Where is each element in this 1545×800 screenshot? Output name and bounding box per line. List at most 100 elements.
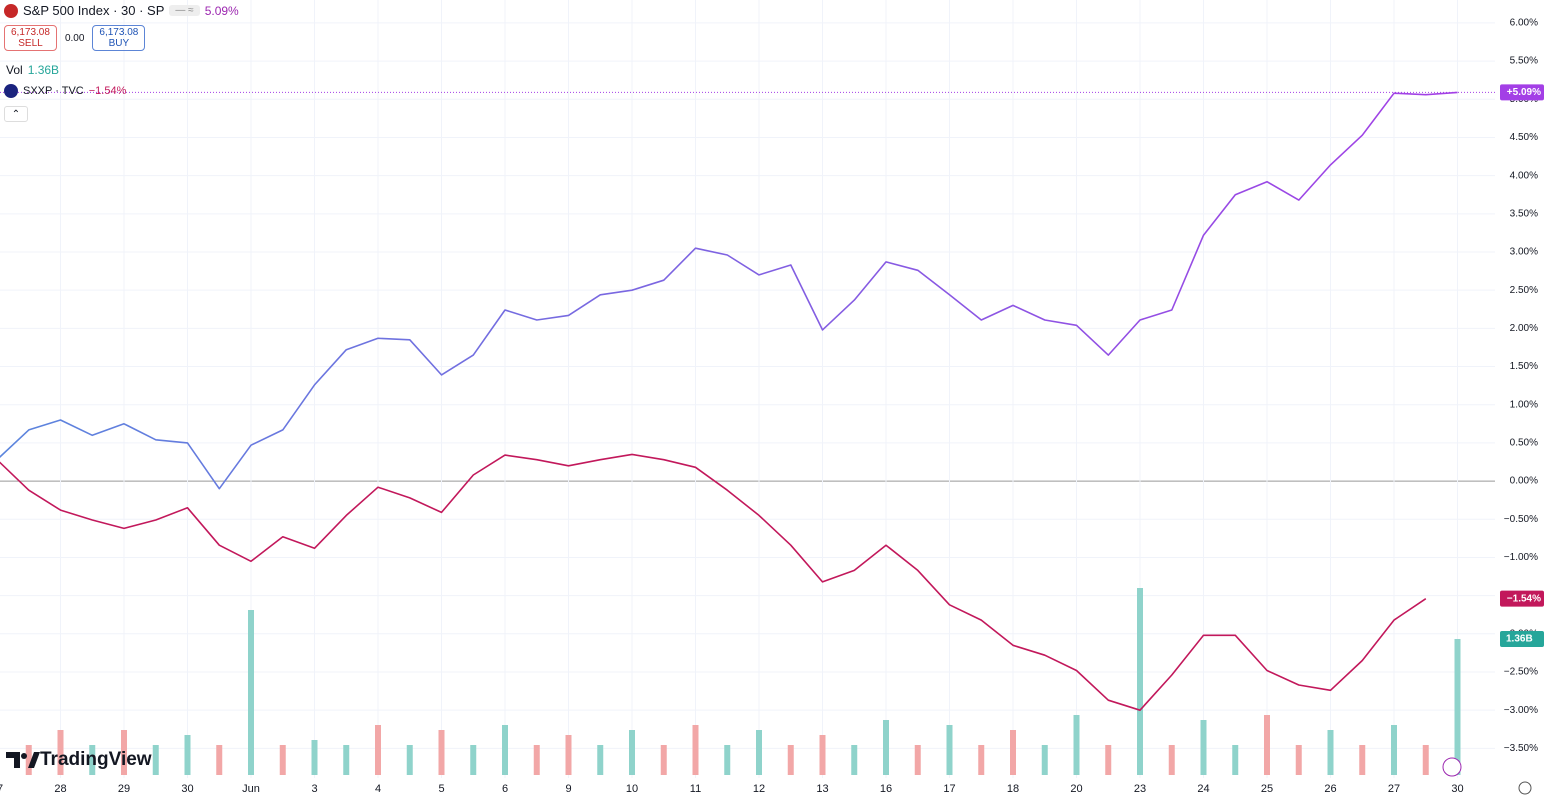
volume-bar <box>1105 745 1112 775</box>
volume-bar <box>692 725 699 775</box>
volume-bar <box>279 745 286 775</box>
x-tick-label: 6 <box>502 783 508 795</box>
x-tick-label: 10 <box>626 783 638 795</box>
symbol-icon <box>4 3 18 18</box>
button[interactable] <box>1442 757 1462 777</box>
volume-tag <box>1500 631 1544 647</box>
x-tick-label: 27 <box>0 783 3 795</box>
volume-bar <box>1168 745 1175 775</box>
volume-bar <box>216 745 223 775</box>
price-tag-label: −1.54% <box>1507 593 1541 604</box>
price-tag <box>1500 84 1544 101</box>
x-tick-label: 11 <box>690 783 701 795</box>
volume-bar <box>406 745 413 775</box>
y-tick-label: 5.50% <box>1510 56 1538 67</box>
x-tick-label: 9 <box>565 783 571 795</box>
sell-button[interactable]: 6,173.08 SELL <box>4 25 57 51</box>
volume-bar <box>343 745 350 775</box>
volume-bar <box>1041 745 1048 775</box>
volume-bar <box>1422 745 1429 775</box>
volume-bar <box>1200 720 1207 775</box>
y-tick-label: 2.50% <box>1510 285 1538 296</box>
volume-bar <box>787 745 794 775</box>
legend-name: S&P 500 Index · 30 · SP <box>23 3 165 18</box>
legend-row: S&P 500 Index · 30 · SP — ≈ 5.09% <box>4 3 239 18</box>
volume-bar <box>1232 745 1239 775</box>
volume-bar <box>819 735 826 775</box>
volume-bar <box>57 730 64 775</box>
y-tick-label: 4.00% <box>1510 170 1538 181</box>
legend-change: 5.09% <box>204 3 239 18</box>
x-tick-label: 3 <box>311 783 317 795</box>
collapse-button[interactable]: ⌃ <box>4 106 28 122</box>
volume-bar <box>883 720 889 775</box>
volume-bar <box>756 730 762 775</box>
x-tick-label: 4 <box>375 783 381 795</box>
volume-bar <box>1454 639 1461 775</box>
y-tick-label: −3.00% <box>1504 705 1538 716</box>
x-tick-label: 30 <box>181 783 193 795</box>
volume-bar <box>248 610 254 775</box>
y-tick-label: 4.50% <box>1510 132 1538 143</box>
volume-bar <box>1073 715 1080 775</box>
brand-text: TradingView <box>40 749 152 770</box>
volume-bar <box>914 745 921 775</box>
series-line <box>0 453 1427 711</box>
volume-bar <box>470 745 477 775</box>
x-tick-label: 27 <box>1388 783 1400 795</box>
sell-price: 6,173.08 <box>11 27 50 38</box>
volume-bar <box>438 730 445 775</box>
volume-tag-label: 1.36B <box>1506 634 1533 645</box>
volume-bar <box>851 745 858 775</box>
x-tick-label: Jun <box>242 783 260 795</box>
x-tick-label: 23 <box>1134 783 1146 795</box>
y-tick-label: 2.00% <box>1510 323 1538 334</box>
volume-bar <box>1327 730 1334 775</box>
quote-row: 6,173.08 SELL 0.00 6,173.08 BUY <box>4 25 146 51</box>
x-tick-label: 12 <box>753 783 765 795</box>
buy-label: BUY <box>108 38 130 49</box>
y-tick-label: 6.00% <box>1510 18 1538 29</box>
volume-bar <box>565 735 572 775</box>
volume-bar <box>184 735 191 775</box>
series-line <box>0 91 1458 490</box>
x-tick-label: 26 <box>1324 783 1336 795</box>
y-tick-label: 1.00% <box>1510 399 1538 410</box>
volume-bar <box>597 745 604 775</box>
x-tick-label: 16 <box>880 783 892 795</box>
y-tick-label: 1.50% <box>1510 361 1538 372</box>
y-tick-label: −0.50% <box>1504 514 1538 525</box>
x-tick-label: 24 <box>1197 783 1209 795</box>
symbol-icon <box>4 84 18 98</box>
x-tick-label: 29 <box>118 783 130 795</box>
settings-icon[interactable] <box>1518 781 1532 795</box>
volume-bar <box>1295 745 1302 775</box>
y-tick-label: −1.00% <box>1504 552 1538 563</box>
compare-toggle[interactable]: — ≈ <box>169 5 200 16</box>
y-tick-label: −2.50% <box>1504 667 1538 678</box>
y-tick-label: 0.00% <box>1510 476 1538 487</box>
x-tick-label: 25 <box>1261 783 1273 795</box>
volume-bar <box>1391 725 1397 775</box>
volume-bar <box>152 745 159 775</box>
x-tick-label: 17 <box>943 783 955 795</box>
y-tick-label: 3.50% <box>1510 208 1538 219</box>
volume-bar <box>1010 730 1016 775</box>
x-tick-label: 5 <box>438 783 444 795</box>
volume-bar <box>121 730 127 775</box>
x-tick-label: 13 <box>816 783 828 795</box>
y-tick-label: 0.50% <box>1510 438 1538 449</box>
volume-bar <box>375 725 381 775</box>
sell-label: SELL <box>18 38 43 49</box>
buy-button[interactable]: 6,173.08 BUY <box>92 25 146 51</box>
volume-bar <box>25 745 32 775</box>
y-tick-label: 3.00% <box>1510 247 1538 258</box>
volume-name: Vol <box>6 63 23 77</box>
volume-legend: Vol 1.36B <box>6 63 59 77</box>
x-tick-label: 30 <box>1451 783 1463 795</box>
brand-logo: TradingView <box>6 749 152 770</box>
x-tick-label: 28 <box>54 783 66 795</box>
x-tick-label: 18 <box>1007 783 1019 795</box>
volume-bar <box>1264 715 1270 775</box>
